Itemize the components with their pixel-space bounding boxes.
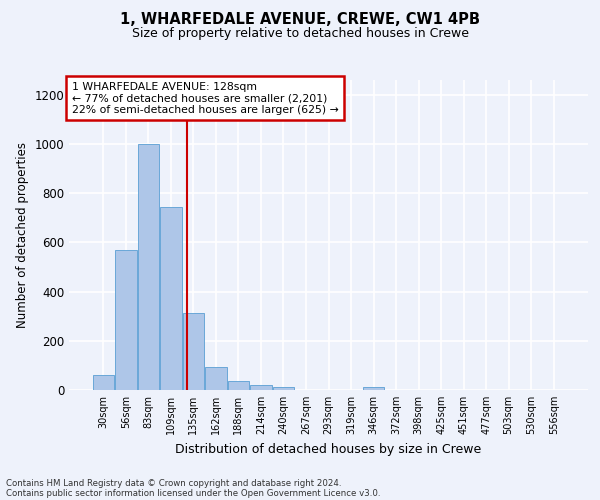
X-axis label: Distribution of detached houses by size in Crewe: Distribution of detached houses by size … [175, 442, 482, 456]
Text: Size of property relative to detached houses in Crewe: Size of property relative to detached ho… [131, 28, 469, 40]
Bar [273, 387, 294, 390]
Bar [115, 250, 137, 390]
Y-axis label: Number of detached properties: Number of detached properties [16, 142, 29, 328]
Bar [160, 206, 182, 390]
Bar [92, 375, 114, 390]
Bar [137, 144, 159, 390]
Text: Contains HM Land Registry data © Crown copyright and database right 2024.: Contains HM Land Registry data © Crown c… [6, 478, 341, 488]
Text: Contains public sector information licensed under the Open Government Licence v3: Contains public sector information licen… [6, 488, 380, 498]
Bar [363, 387, 384, 390]
Bar [205, 366, 227, 390]
Bar [182, 312, 204, 390]
Text: 1 WHARFEDALE AVENUE: 128sqm
← 77% of detached houses are smaller (2,201)
22% of : 1 WHARFEDALE AVENUE: 128sqm ← 77% of det… [71, 82, 338, 115]
Text: 1, WHARFEDALE AVENUE, CREWE, CW1 4PB: 1, WHARFEDALE AVENUE, CREWE, CW1 4PB [120, 12, 480, 28]
Bar [250, 384, 272, 390]
Bar [228, 382, 249, 390]
